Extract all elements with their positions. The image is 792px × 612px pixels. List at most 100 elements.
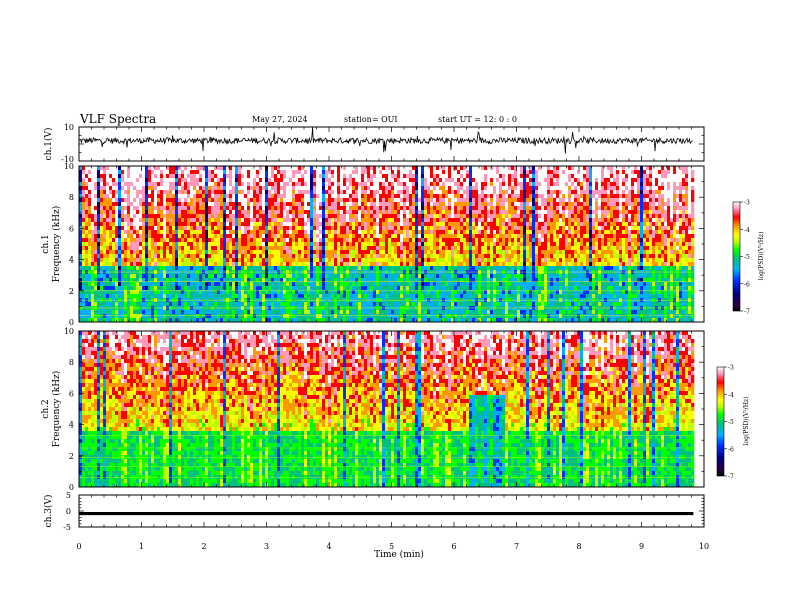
- spectrogram-cell: [352, 190, 356, 194]
- spectrogram-cell: [214, 286, 218, 290]
- spectrogram-cell: [400, 302, 404, 306]
- spectrogram-cell: [316, 222, 320, 226]
- spectrogram-cell: [268, 190, 272, 194]
- spectrogram-cell: [427, 262, 431, 266]
- spectrogram-cell: [79, 174, 83, 178]
- spectrogram-cell: [91, 218, 95, 222]
- spectrogram-cell: [133, 266, 137, 270]
- spectrogram-cell: [211, 234, 215, 238]
- spectrogram-cell: [229, 186, 233, 190]
- spectrogram-cell: [241, 274, 245, 278]
- spectrogram-cell: [391, 258, 395, 262]
- spectrogram-cell: [235, 234, 239, 238]
- spectrogram-cell: [118, 262, 122, 266]
- spectrogram-cell: [220, 290, 224, 294]
- spectrogram-cell: [343, 166, 347, 170]
- spectrogram-cell: [310, 194, 314, 198]
- spectrogram-cell: [379, 166, 383, 170]
- spectrogram-cell: [262, 230, 266, 234]
- spectrogram-cell: [424, 242, 428, 246]
- spectrogram-cell: [433, 242, 437, 246]
- spectrogram-cell: [85, 258, 89, 262]
- spectrogram-cell: [250, 294, 254, 298]
- spectrogram-cell: [88, 286, 92, 290]
- spectrogram-cell: [175, 242, 179, 246]
- spectrogram-cell: [451, 194, 455, 198]
- spectrogram-cell: [388, 190, 392, 194]
- spectrogram-cell: [274, 290, 278, 294]
- spectrogram-cell: [148, 254, 152, 258]
- spectrogram-cell: [262, 166, 266, 170]
- spectrogram-cell: [430, 194, 434, 198]
- spectrogram-cell: [325, 282, 329, 286]
- spectrogram-cell: [451, 286, 455, 290]
- spectrogram-cell: [433, 186, 437, 190]
- spectrogram-cell: [439, 282, 443, 286]
- spectrogram-cell: [283, 214, 287, 218]
- spectrogram-cell: [430, 254, 434, 258]
- spectrogram-cell: [268, 274, 272, 278]
- spectrogram-cell: [427, 258, 431, 262]
- spectrogram-cell: [175, 226, 179, 230]
- spectrogram-cell: [376, 186, 380, 190]
- spectrogram-cell: [241, 290, 245, 294]
- spectrogram-cell: [157, 274, 161, 278]
- spectrogram-cell: [187, 278, 191, 282]
- spectrogram-cell: [79, 202, 83, 206]
- spectrogram-cell: [136, 174, 140, 178]
- spectrogram-cell: [181, 178, 185, 182]
- spectrogram-cell: [331, 278, 335, 282]
- spectrogram-cell: [448, 302, 452, 306]
- spectrogram-cell: [421, 258, 425, 262]
- spectrogram-cell: [97, 258, 101, 262]
- spectrogram-cell: [121, 230, 125, 234]
- spectrogram-cell: [304, 174, 308, 178]
- spectrogram-cell: [88, 230, 92, 234]
- spectrogram-cell: [379, 294, 383, 298]
- spectrogram-cell: [151, 254, 155, 258]
- spectrogram-cell: [118, 254, 122, 258]
- spectrogram-cell: [349, 282, 353, 286]
- spectrogram-cell: [370, 242, 374, 246]
- spectrogram-cell: [166, 258, 170, 262]
- spectrogram-cell: [343, 202, 347, 206]
- spectrogram-cell: [145, 262, 149, 266]
- spectrogram-cell: [181, 294, 185, 298]
- spectrogram-cell: [343, 302, 347, 306]
- spectrogram-cell: [418, 234, 422, 238]
- spectrogram-cell: [364, 278, 368, 282]
- spectrogram-cell: [247, 318, 251, 322]
- spectrogram-cell: [196, 250, 200, 254]
- spectrogram-cell: [163, 254, 167, 258]
- spectrogram-cell: [217, 206, 221, 210]
- spectrogram-cell: [430, 190, 434, 194]
- spectrogram-cell: [229, 250, 233, 254]
- spectrogram-cell: [376, 230, 380, 234]
- spectrogram-cell: [442, 178, 446, 182]
- spectrogram-cell: [379, 210, 383, 214]
- spectrogram-cell: [97, 182, 101, 186]
- spectrogram-cell: [160, 282, 164, 286]
- spectrogram-cell: [397, 174, 401, 178]
- spectrogram-cell: [358, 310, 362, 314]
- spectrogram-cell: [412, 222, 416, 226]
- spectrogram-cell: [433, 190, 437, 194]
- spectrogram-cell: [277, 282, 281, 286]
- spectrogram-cell: [331, 290, 335, 294]
- spectrogram-cell: [442, 218, 446, 222]
- spectrogram-cell: [262, 318, 266, 322]
- spectrogram-cell: [175, 282, 179, 286]
- spectrogram-cell: [157, 310, 161, 314]
- spectrogram-cell: [238, 286, 242, 290]
- spectrogram-cell: [292, 254, 296, 258]
- spectrogram-cell: [433, 246, 437, 250]
- spectrogram-cell: [343, 262, 347, 266]
- spectrogram-cell: [301, 198, 305, 202]
- spectrogram-cell: [112, 186, 116, 190]
- spectrogram-cell: [283, 230, 287, 234]
- spectrogram-cell: [310, 234, 314, 238]
- spectrogram-cell: [115, 234, 119, 238]
- spectrogram-cell: [82, 170, 86, 174]
- spectrogram-cell: [97, 266, 101, 270]
- spectrogram-cell: [361, 178, 365, 182]
